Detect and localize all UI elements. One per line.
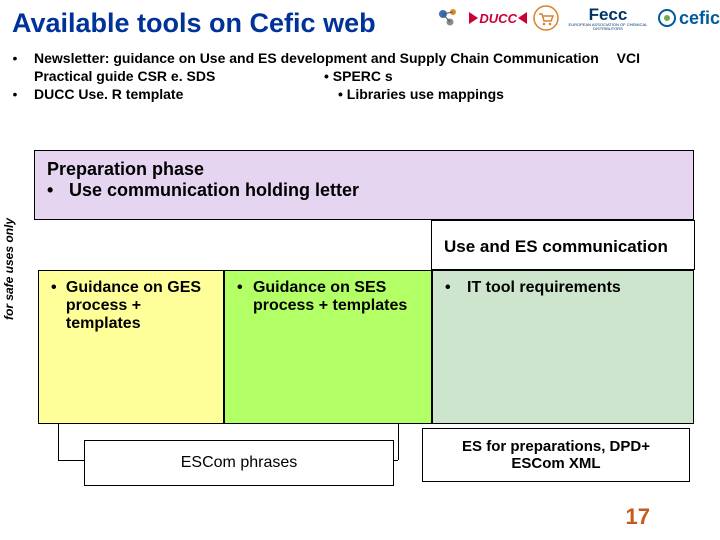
escom-box: ESCom phrases: [84, 440, 394, 486]
diagram-canvas: Preparation phase • Use communication ho…: [28, 150, 708, 530]
cart-icon: [533, 5, 559, 31]
esprep-box: ES for preparations, DPD+ ESCom XML: [422, 428, 690, 482]
prep-line1: Preparation phase: [47, 159, 681, 180]
bullet-main-right: VCI: [617, 50, 640, 66]
cefic-logo: cefic: [657, 8, 720, 29]
side-label: for safe uses only: [2, 218, 16, 320]
sub-bullet-left-1: Practical guide CSR e. SDS: [34, 67, 324, 85]
preparation-box: Preparation phase • Use communication ho…: [34, 150, 694, 220]
sub-bullet-left-2: DUCC Use. R template: [34, 85, 324, 103]
fecc-logo: Fecc EUROPEAN ASSOCIATION OF CHEMICAL DI…: [565, 6, 651, 31]
sub-bullet-right-2: • Libraries use mappings: [338, 85, 588, 103]
ges-box: • Guidance on GES process + templates: [38, 270, 224, 424]
ses-box: • Guidance on SES process + templates: [224, 270, 432, 424]
it-box: • IT tool requirements: [432, 270, 694, 424]
ducc-logo: DUCC: [469, 11, 527, 26]
use-es-box: Use and ES communication: [431, 220, 695, 270]
logo-row: DUCC Fecc EUROPEAN ASSOCIATION OF CHEMIC…: [435, 4, 720, 32]
molecule-icon: [435, 4, 463, 32]
prep-line2: Use communication holding letter: [69, 180, 359, 201]
bullet-list: • Newsletter: guidance on Use and ES dev…: [0, 43, 720, 110]
bullet-main: Newsletter: guidance on Use and ES devel…: [34, 50, 599, 66]
page-number: 17: [626, 504, 650, 530]
sub-bullet-right-1: • SPERC s: [324, 67, 574, 85]
